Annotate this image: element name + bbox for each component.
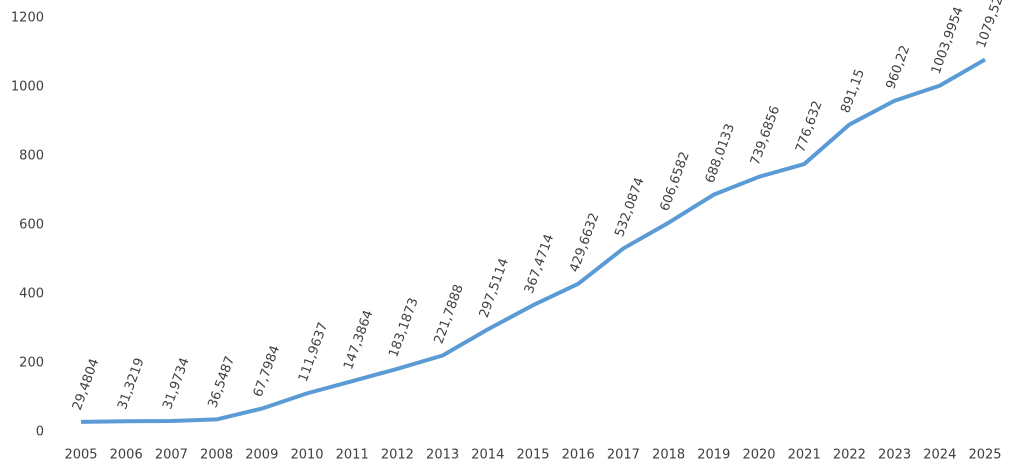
x-tick-label: 2010 — [290, 448, 323, 463]
y-tick-label: 1000 — [11, 80, 44, 95]
x-tick-label: 2008 — [200, 448, 233, 463]
y-tick-label: 0 — [36, 425, 44, 440]
x-tick-label: 2006 — [110, 448, 143, 463]
data-label: 111,9637 — [296, 321, 331, 384]
y-tick-label: 600 — [19, 218, 44, 233]
data-label: 532,0874 — [612, 176, 647, 239]
x-tick-label: 2018 — [652, 448, 685, 463]
data-label: 147,3864 — [341, 308, 376, 371]
x-tick-label: 2025 — [968, 448, 1001, 463]
data-label: 367,4714 — [522, 232, 557, 295]
x-tick-label: 2016 — [562, 448, 595, 463]
line — [80, 57, 986, 424]
x-tick-label: 2011 — [336, 448, 369, 463]
x-tick-label: 2019 — [697, 448, 730, 463]
y-tick-label: 400 — [19, 287, 44, 302]
data-label: 1079,52 — [974, 0, 1006, 50]
x-tick-label: 2007 — [155, 448, 188, 463]
data-label: 891,15 — [838, 67, 868, 115]
x-tick-label: 2017 — [607, 448, 640, 463]
data-label: 429,6632 — [567, 211, 602, 274]
x-tick-label: 2021 — [788, 448, 821, 463]
x-tick-label: 2022 — [833, 448, 866, 463]
x-tick-label: 2020 — [742, 448, 775, 463]
y-tick-label: 1200 — [11, 11, 44, 26]
data-label: 31,3219 — [115, 356, 147, 412]
x-tick-label: 2023 — [878, 448, 911, 463]
data-label: 29,4804 — [70, 357, 102, 413]
x-tick-label: 2005 — [64, 448, 97, 463]
data-label: 1003,9954 — [929, 5, 967, 76]
x-tick-label: 2013 — [426, 448, 459, 463]
data-label: 776,632 — [793, 99, 825, 155]
data-label: 739,6856 — [748, 104, 783, 167]
data-label: 606,6582 — [658, 150, 693, 213]
data-label: 67,7984 — [251, 344, 283, 400]
y-tick-label: 200 — [19, 356, 44, 371]
x-tick-label: 2009 — [245, 448, 278, 463]
x-tick-label: 2015 — [516, 448, 549, 463]
y-tick-label: 800 — [19, 149, 44, 164]
data-label: 36,5487 — [206, 354, 238, 410]
x-tick-label: 2024 — [923, 448, 956, 463]
data-label: 183,1873 — [386, 296, 421, 359]
data-label: 297,5114 — [477, 257, 512, 320]
data-label: 221,7888 — [432, 283, 467, 346]
data-label: 31,9734 — [160, 356, 192, 412]
data-label: 960,22 — [884, 43, 914, 91]
x-tick-label: 2012 — [381, 448, 414, 463]
data-label: 688,0133 — [703, 122, 738, 185]
x-tick-label: 2014 — [471, 448, 504, 463]
